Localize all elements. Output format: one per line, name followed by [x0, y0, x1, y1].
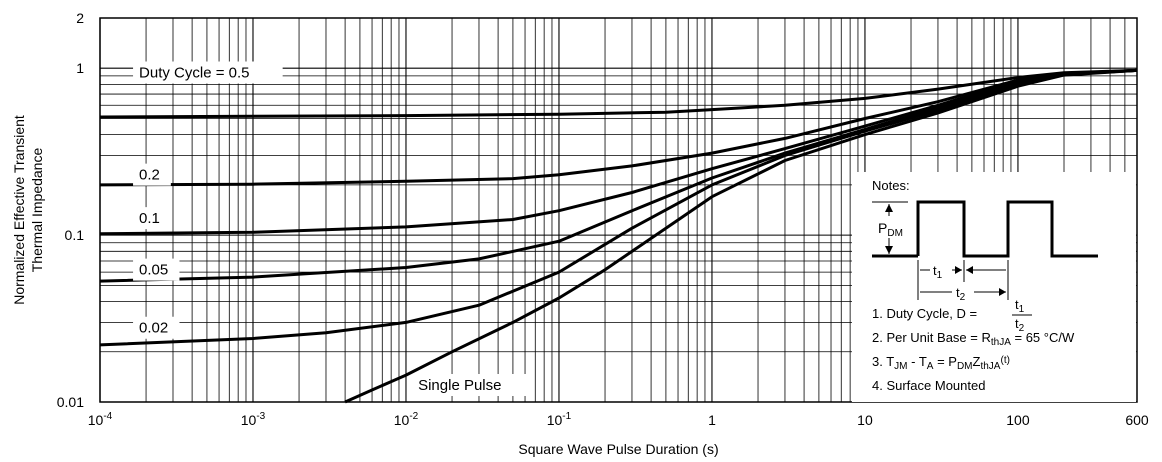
series-label-bg-1 — [133, 163, 171, 186]
series-label-2: 0.1 — [139, 210, 160, 227]
x-tick-label-4: 1 — [708, 412, 716, 428]
pdm-label: PDM — [878, 220, 903, 239]
t1-label: t1 — [933, 263, 943, 281]
t2-label: t2 — [956, 285, 966, 303]
t1-label-bg — [930, 262, 952, 278]
series-lines — [99, 68, 1138, 404]
series-label-0: Duty Cycle = 0.5 — [139, 65, 249, 82]
series-label-1: 0.2 — [139, 167, 160, 184]
x-tick-label-7: 600 — [1125, 412, 1149, 428]
series-line-0 — [99, 68, 1138, 119]
x-tick-label-5: 10 — [857, 412, 873, 428]
notes-box: Notes: PDM t1 t2 1. Duty Cycle, D = t1 t… — [852, 172, 1136, 402]
y-axis-title-line-1: Normalized Effective Transient — [11, 115, 27, 305]
series-label-bg-4 — [133, 316, 180, 339]
series-label-bg-0 — [133, 61, 283, 84]
tick-labels: 10-4 10-3 10-2 10-1 1 10 100 600 0.01 0.1 1 2 — [57, 10, 1149, 428]
series-label-4: 0.02 — [139, 320, 168, 337]
t2-arrow-left-icon — [966, 266, 973, 274]
series-line-4 — [99, 68, 1138, 347]
pdm-arrow-up-icon — [885, 204, 893, 212]
pdm-arrow-down-icon — [885, 246, 893, 254]
series-line-1 — [99, 68, 1138, 187]
series-line-3 — [99, 68, 1138, 283]
t1-arrow-right-icon — [955, 266, 962, 274]
note-surface-mounted: 4. Surface Mounted — [872, 378, 985, 393]
series-label-bg-5 — [412, 374, 528, 397]
series-labels: Duty Cycle = 0.5 0.2 0.1 0.05 0.02 Single Pul… — [133, 61, 528, 397]
y-tick-label-3: 2 — [76, 10, 84, 26]
series-label-3: 0.05 — [139, 262, 168, 279]
duty-numerator: t1 — [1015, 297, 1025, 315]
y-tick-label-1: 0.1 — [65, 227, 85, 243]
series-label-bg-2 — [133, 207, 171, 230]
pdm-label-bg — [874, 216, 916, 238]
x-tick-label-1: 10-3 — [241, 411, 266, 428]
y-axis-title-line-2: Thermal Impedance — [29, 148, 45, 273]
notes-title: Notes: — [872, 178, 910, 193]
note-duty-cycle: 1. Duty Cycle, D = — [872, 306, 977, 321]
x-tick-label-2: 10-2 — [394, 411, 419, 428]
note-per-unit-base: 2. Per Unit Base = RthJA = 65 °C/W — [872, 330, 1075, 348]
x-tick-label-0: 10-4 — [88, 411, 113, 428]
series-line-5 — [344, 68, 1138, 404]
pulse-waveform — [916, 200, 1098, 258]
x-axis-title: Square Wave Pulse Duration (s) — [518, 441, 718, 457]
y-tick-label-2: 1 — [76, 60, 84, 76]
x-tick-label-6: 100 — [1006, 412, 1030, 428]
series-line-2 — [99, 68, 1138, 236]
plot-frame — [99, 17, 1138, 403]
x-tick-label-3: 10-1 — [547, 411, 572, 428]
series-label-bg-3 — [133, 258, 180, 281]
duty-denominator: t2 — [1015, 316, 1025, 334]
series-label-5: Single Pulse — [418, 377, 501, 394]
t2-arrow-right-icon — [999, 288, 1006, 296]
notes-background — [852, 172, 1136, 402]
note-junction-temp: 3. TJM - TA = PDMZthJA(t) — [872, 354, 1010, 372]
t2-label-bg — [952, 284, 974, 300]
y-tick-label-0: 0.01 — [57, 394, 84, 410]
